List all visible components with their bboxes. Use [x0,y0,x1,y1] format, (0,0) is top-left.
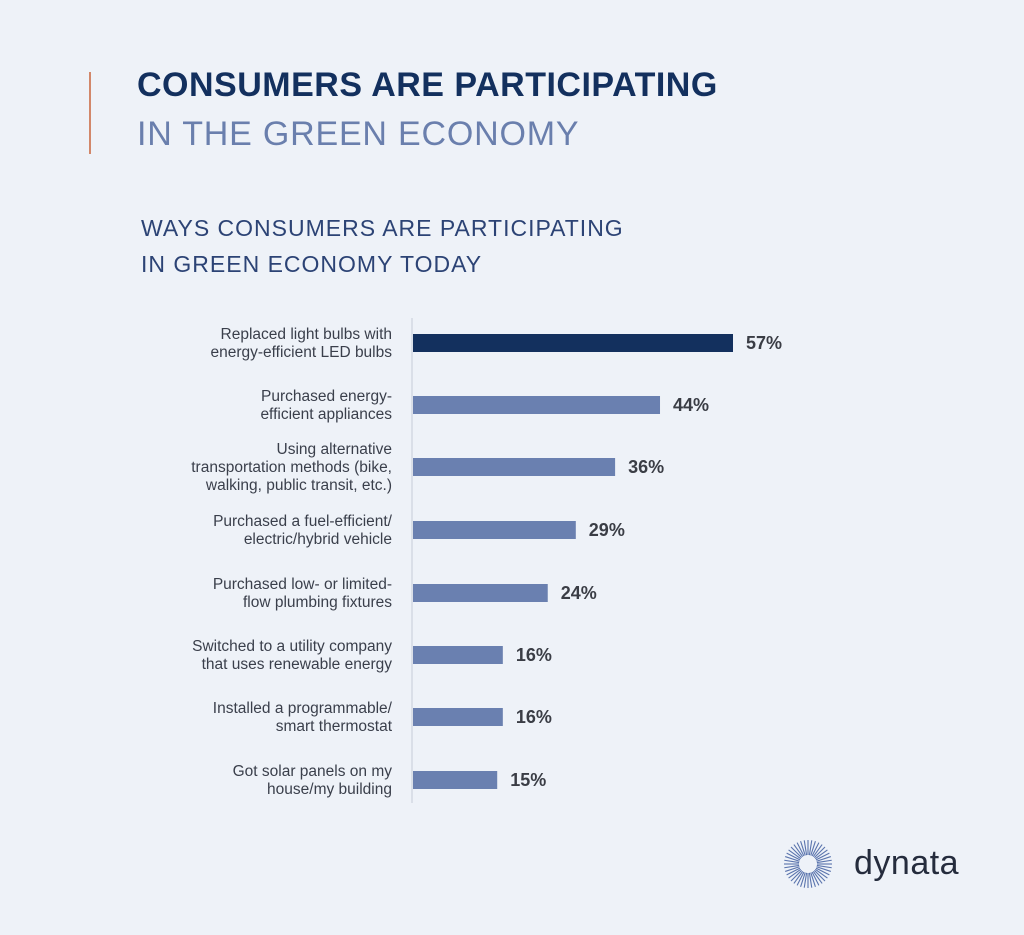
starburst-ray [785,866,800,872]
starburst-ray [796,842,805,857]
category-label-6-0: Installed a programmable/ [213,700,393,717]
starburst-ray [800,872,806,887]
starburst-ray [790,846,803,859]
starburst-icon [784,840,832,888]
starburst-ray [790,869,803,882]
starburst-ray [813,869,826,882]
starburst-ray [816,859,832,864]
starburst-ray [784,864,800,869]
bar-0 [413,334,733,352]
starburst-ray [800,841,806,856]
starburst-ray [812,844,823,858]
starburst-ray [808,872,813,888]
bar-3 [413,521,576,539]
starburst-ray [803,840,808,856]
starburst-ray [803,872,808,888]
starburst-ray [814,849,828,860]
accent-line [89,72,91,154]
page-title-secondary: IN THE GREEN ECONOMY [137,115,580,153]
starburst-ray [812,870,823,884]
starburst-ray [814,868,828,879]
starburst-ray [810,872,816,887]
data-label-6: 16% [516,707,552,727]
category-label-2-1: transportation methods (bike, [191,459,392,476]
starburst-ray [811,871,820,886]
data-label-0: 57% [746,333,782,353]
category-label-1-0: Purchased energy- [261,388,392,405]
category-label-5-0: Switched to a utility company [192,638,392,655]
chart-title-line-2: IN GREEN ECONOMY TODAY [141,251,483,277]
chart-title: WAYS CONSUMERS ARE PARTICIPATING IN GREE… [141,210,624,282]
starburst-ray [808,840,813,856]
bar-5 [413,646,503,664]
starburst-ray [786,852,801,861]
starburst-ray [816,864,832,869]
category-label-0-0: Replaced light bulbs with [221,326,392,343]
bar-2 [413,458,616,476]
starburst-ray [793,844,804,858]
data-label-4: 24% [561,583,597,603]
category-label-2-0: Using alternative [277,441,392,458]
bar-7 [413,771,498,789]
category-label-1-1: efficient appliances [260,406,392,423]
data-label-2: 36% [628,457,664,477]
category-label-4-1: flow plumbing fixtures [243,594,392,611]
category-label-6-1: smart thermostat [276,718,393,735]
bar-4 [413,584,548,602]
starburst-ray [813,846,826,859]
category-label-7-0: Got solar panels on my [233,763,393,780]
starburst-ray [784,859,800,864]
bar-1 [413,396,661,414]
category-label-2-2: walking, public transit, etc.) [205,477,392,494]
starburst-ray [810,841,816,856]
category-label-0-1: energy-efficient LED bulbs [210,344,392,361]
starburst-ray [815,852,830,861]
starburst-ray [811,842,820,857]
data-label-5: 16% [516,645,552,665]
data-label-3: 29% [589,520,625,540]
category-label-4-0: Purchased low- or limited- [213,576,392,593]
data-label-1: 44% [673,395,709,415]
category-label-3-1: electric/hybrid vehicle [244,531,392,548]
starburst-ray [815,867,830,876]
starburst-ray [786,867,801,876]
starburst-ray [785,856,800,862]
category-label-7-1: house/my building [267,781,392,798]
page-title: CONSUMERS ARE PARTICIPATING [137,66,718,104]
category-label-3-0: Purchased a fuel-efficient/ [213,513,393,530]
logo-text: dynata [854,844,960,882]
starburst-ray [788,868,802,879]
logo: dynata [782,838,972,890]
chart-title-line-1: WAYS CONSUMERS ARE PARTICIPATING [141,215,624,241]
starburst-ray [816,866,831,872]
starburst-ray [793,870,804,884]
bar-6 [413,708,503,726]
category-label-5-1: that uses renewable energy [202,656,393,673]
starburst-ray [796,871,805,886]
starburst-ray [816,856,831,862]
data-label-7: 15% [510,770,546,790]
starburst-ray [788,849,802,860]
